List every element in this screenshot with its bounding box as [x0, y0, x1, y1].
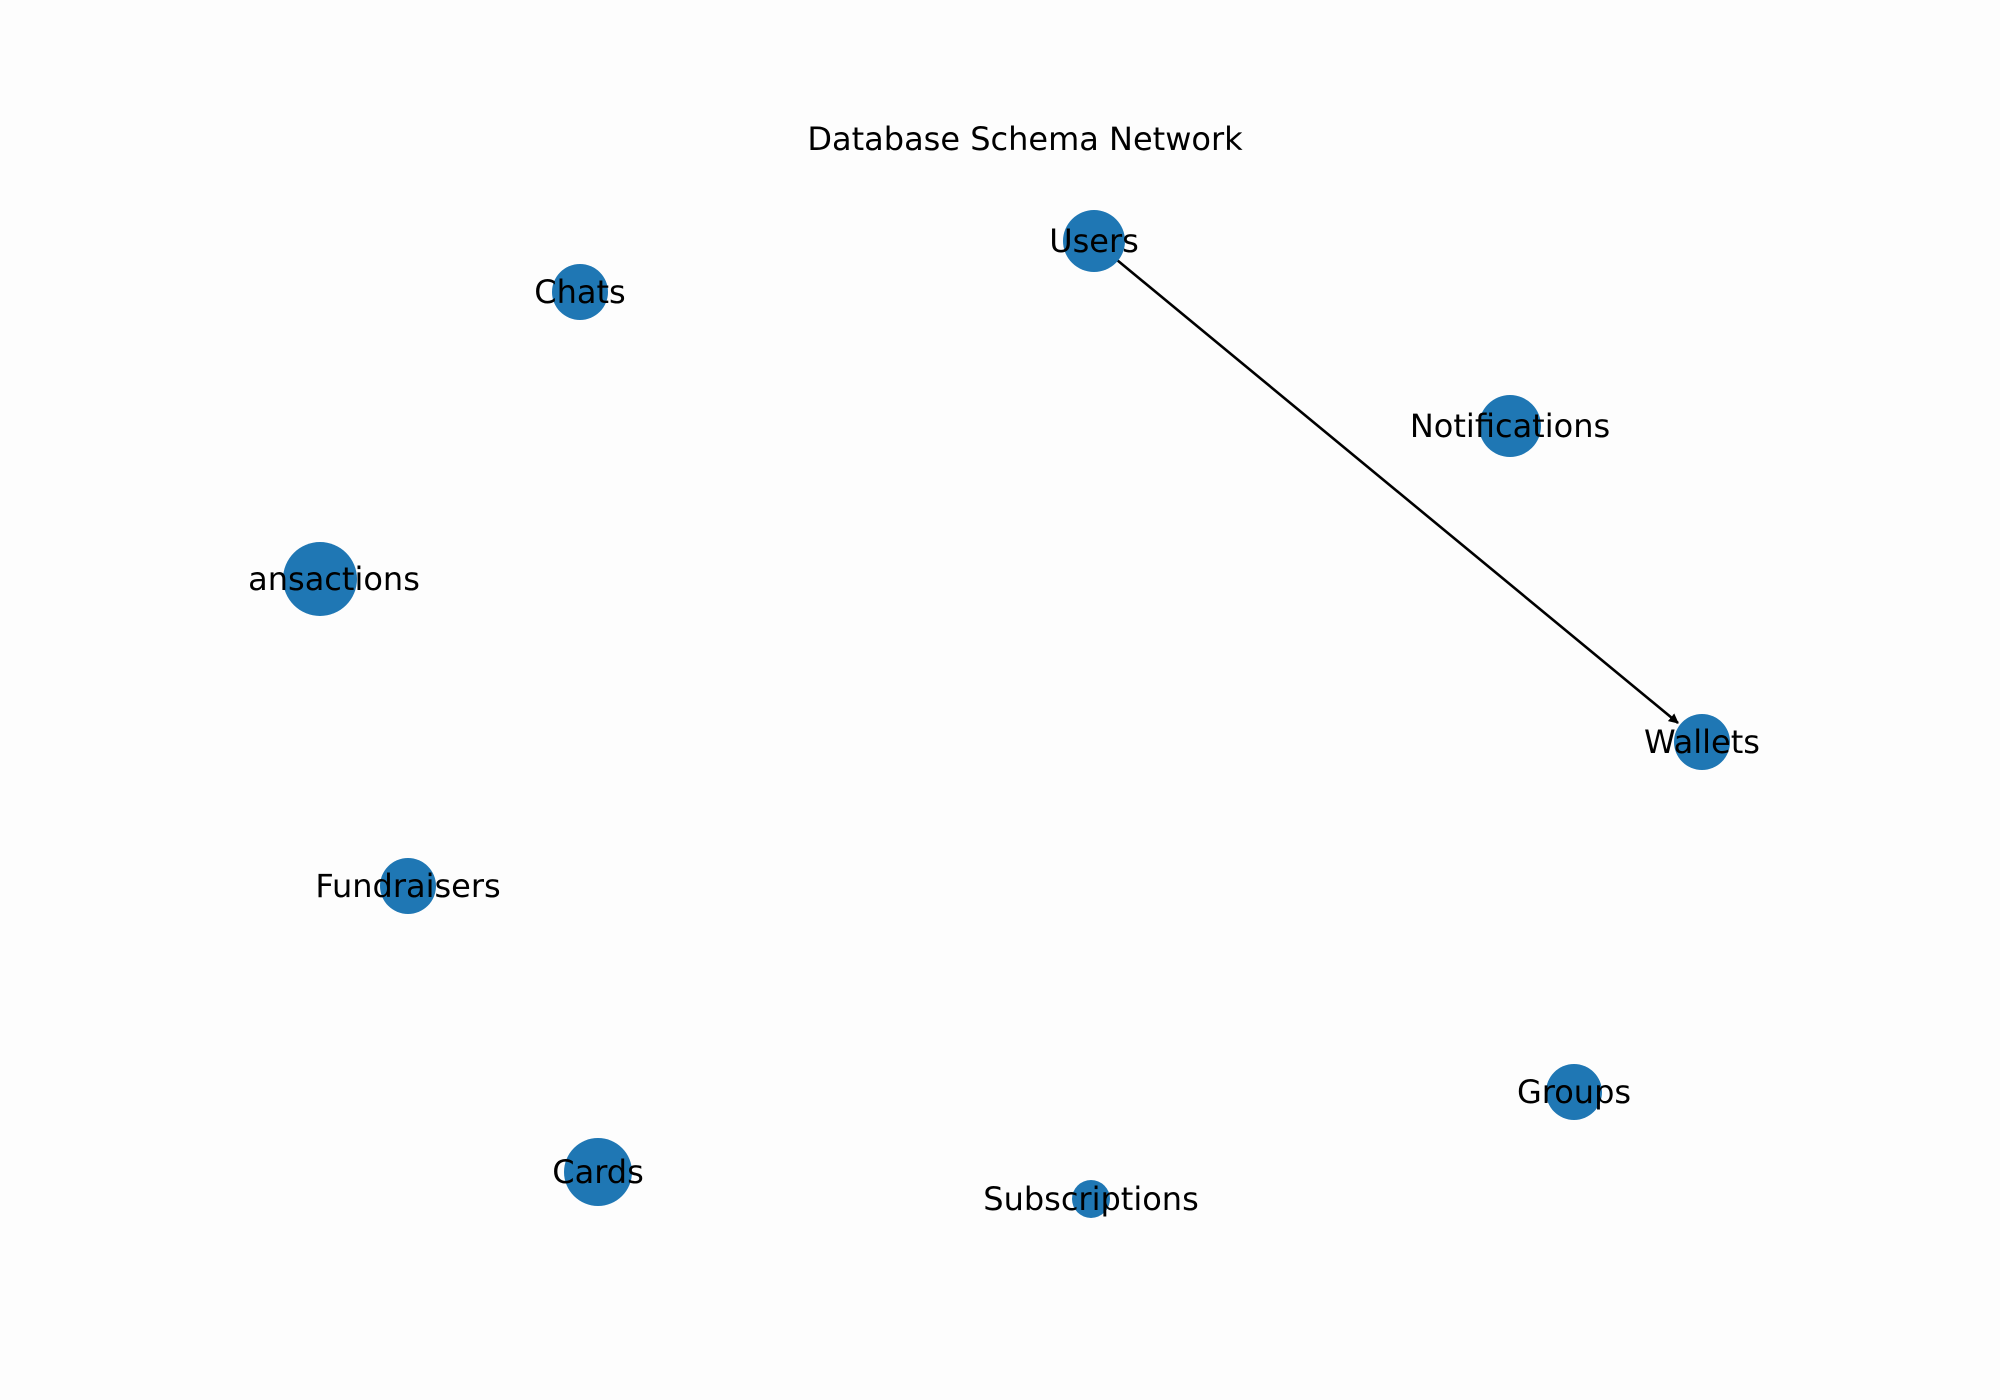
node-fundraisers-label: Fundraisers — [315, 867, 500, 905]
node-chats[interactable]: Chats — [534, 264, 626, 320]
edges-layer — [1116, 258, 1679, 725]
node-notifications[interactable]: Notifications — [1410, 395, 1610, 457]
node-cards-label: Cards — [552, 1153, 644, 1191]
nodes-layer: Users Chats Notifications Transactions W… — [219, 210, 1760, 1218]
node-wallets-label: Wallets — [1644, 723, 1760, 761]
node-chats-circle — [552, 264, 608, 320]
node-users-circle — [1063, 210, 1125, 272]
node-notifications-label: Notifications — [1410, 407, 1610, 445]
node-groups-circle — [1546, 1064, 1602, 1120]
node-fundraisers-circle — [380, 858, 436, 914]
node-subscriptions[interactable]: Subscriptions — [983, 1180, 1199, 1218]
node-chats-label: Chats — [534, 273, 625, 311]
node-transactions[interactable]: Transactions — [219, 542, 420, 616]
edge-users-wallets — [1116, 258, 1679, 725]
node-cards-circle — [564, 1138, 632, 1206]
node-subscriptions-circle — [1072, 1180, 1110, 1218]
node-transactions-label: Transactions — [219, 560, 420, 598]
node-wallets[interactable]: Wallets — [1644, 714, 1760, 770]
node-cards[interactable]: Cards — [552, 1138, 644, 1206]
node-wallets-circle — [1674, 714, 1730, 770]
node-groups-label: Groups — [1517, 1073, 1631, 1111]
node-users[interactable]: Users — [1049, 210, 1139, 272]
node-subscriptions-label: Subscriptions — [983, 1180, 1199, 1218]
node-transactions-circle — [283, 542, 357, 616]
plot-area: Users Chats Notifications Transactions W… — [219, 210, 1760, 1218]
node-users-label: Users — [1049, 222, 1139, 260]
node-fundraisers[interactable]: Fundraisers — [315, 858, 501, 914]
node-notifications-circle — [1479, 395, 1541, 457]
diagram-title: Database Schema Network — [807, 120, 1243, 158]
node-groups[interactable]: Groups — [1517, 1064, 1631, 1120]
